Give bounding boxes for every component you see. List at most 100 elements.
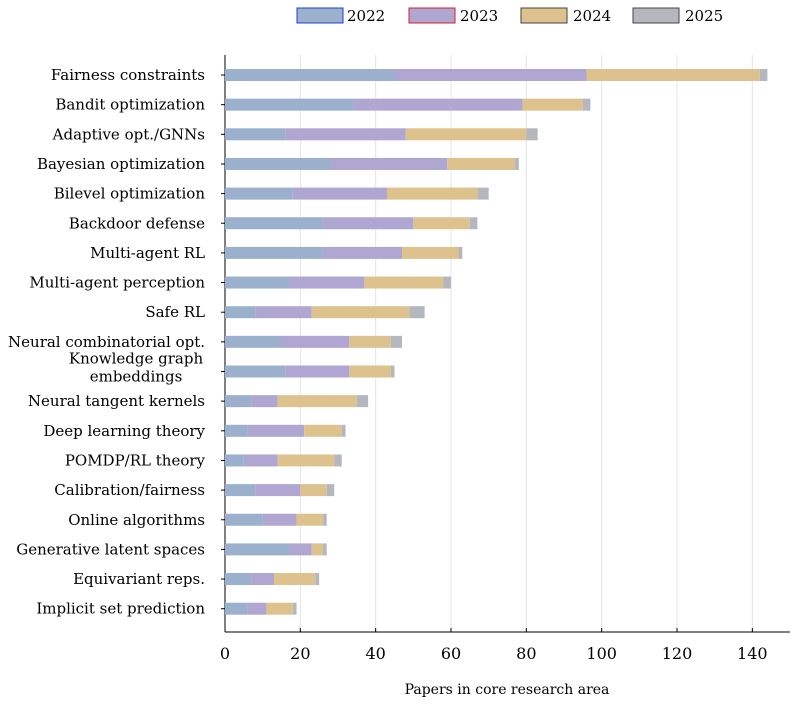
category-label: Implicit set prediction	[36, 600, 205, 618]
bar-segment-2022	[225, 543, 290, 556]
bar-segment-2022	[225, 602, 248, 615]
bar-segment-2025	[390, 335, 403, 348]
legend-label: 2025	[685, 7, 723, 25]
bar-segment-2023	[285, 128, 406, 141]
bar-segment-2022	[225, 69, 395, 81]
bar-segment-2022	[225, 306, 256, 319]
category-label: Neural tangent kernels	[28, 392, 205, 410]
bar-segment-2024	[273, 573, 316, 586]
bar-segment-2022	[225, 276, 290, 289]
x-tick-label: 120	[662, 644, 693, 663]
bar-segment-2022	[225, 573, 252, 586]
bar-segment-2023	[330, 157, 448, 170]
bar-segment-2024	[522, 98, 583, 111]
bar-segment-2025	[458, 246, 463, 259]
bar-segment-2023	[255, 306, 312, 319]
x-tick-label: 0	[220, 644, 230, 663]
x-axis-label: Papers in core research area	[405, 682, 610, 698]
bar-segment-2025	[469, 217, 478, 230]
bar-segment-2022	[225, 98, 354, 111]
category-label: Multi-agent RL	[90, 244, 205, 262]
bar-segment-2025	[390, 365, 395, 378]
bar-segment-2025	[759, 69, 768, 81]
bar-segment-2025	[356, 395, 369, 408]
bar-segment-2025	[322, 513, 327, 526]
bar-segment-2022	[225, 395, 252, 408]
x-tick-label: 80	[516, 644, 536, 663]
bar-segment-2024	[277, 395, 357, 408]
category-label: Online algorithms	[68, 511, 205, 529]
bar-segment-2025	[515, 157, 519, 170]
bar-segment-2023	[289, 543, 312, 556]
bar-segment-2024	[386, 187, 478, 200]
bar-segment-2023	[281, 335, 350, 348]
bar-segment-2022	[225, 246, 323, 259]
bar-segment-2024	[311, 543, 323, 556]
bar-segment-2022	[225, 217, 323, 230]
category-label: Safe RL	[145, 303, 205, 321]
bar-segment-2025	[315, 573, 320, 586]
x-tick-label: 40	[365, 644, 385, 663]
bar-segment-2022	[225, 187, 293, 200]
bar-segment-2022	[225, 128, 286, 141]
bar-segment-2024	[349, 335, 391, 348]
category-label: Bandit optimization	[55, 96, 205, 114]
bar-segment-2023	[394, 69, 587, 81]
category-label: Adaptive opt./GNNs	[52, 125, 205, 143]
category-label: Backdoor defense	[69, 214, 205, 232]
bar-segment-2022	[225, 424, 248, 437]
bar-segment-2023	[292, 187, 387, 200]
bar-segment-2023	[247, 424, 305, 437]
bar-segment-2024	[447, 157, 516, 170]
legend-label: 2022	[347, 7, 385, 25]
legend-label: 2024	[573, 7, 611, 25]
category-label: Deep learning theory	[43, 422, 205, 440]
legend-swatch-2024	[520, 7, 568, 24]
bar-segment-2025	[582, 98, 591, 111]
bar-segment-2024	[266, 602, 293, 615]
bar-segment-2025	[409, 306, 425, 319]
category-label: Neural combinatorial opt.	[8, 333, 205, 351]
legend-swatch-2023	[408, 7, 456, 24]
category-label: Bayesian optimization	[37, 155, 205, 173]
category-label: Bilevel optimization	[54, 185, 206, 203]
bar-segment-2023	[251, 573, 274, 586]
bar-segment-2023	[322, 246, 403, 259]
category-label: Knowledge graph embeddings	[69, 350, 204, 386]
category-label: Equivariant reps.	[73, 570, 205, 588]
x-tick-label: 100	[586, 644, 617, 663]
bar-segment-2024	[586, 69, 760, 81]
bar-segment-2024	[349, 365, 391, 378]
legend-swatch-2025	[632, 7, 680, 24]
legend-swatch-2022	[296, 7, 344, 24]
bar-segment-2023	[289, 276, 365, 289]
bar-segment-2022	[225, 365, 286, 378]
bar-segment-2023	[247, 602, 267, 615]
bar-segment-2025	[334, 454, 342, 467]
bar-segment-2024	[405, 128, 527, 141]
category-label: Fairness constraints	[51, 66, 205, 84]
bar-segment-2025	[477, 187, 489, 200]
bar-segment-2025	[526, 128, 538, 141]
bar-segment-2022	[225, 335, 282, 348]
category-label: Multi-agent perception	[29, 274, 205, 292]
legend-label: 2023	[460, 7, 498, 25]
bar-segment-2025	[341, 424, 346, 437]
category-label: Calibration/fairness	[54, 481, 205, 499]
category-label: POMDP/RL theory	[65, 451, 206, 469]
bar-segment-2023	[285, 365, 350, 378]
bar-segment-2022	[225, 484, 256, 497]
bar-segment-2023	[255, 484, 301, 497]
bar-segment-2022	[225, 454, 244, 467]
category-label: Generative latent spaces	[16, 540, 205, 558]
bar-segment-2023	[322, 217, 414, 230]
bar-segment-2024	[300, 484, 327, 497]
bar-segment-2024	[364, 276, 444, 289]
bar-segment-2022	[225, 513, 263, 526]
bar-segment-2022	[225, 157, 331, 170]
x-tick-label: 20	[290, 644, 310, 663]
bar-segment-2024	[296, 513, 323, 526]
bar-segment-2025	[292, 602, 297, 615]
